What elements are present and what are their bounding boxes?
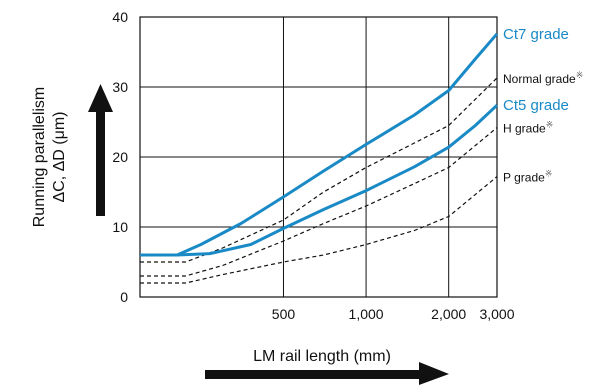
y-tick-label-2: 20 [112, 149, 128, 165]
series-line-h-grade [140, 127, 498, 277]
series-line-normal-grade [140, 77, 498, 263]
x-tick-label-3: 3,000 [479, 306, 514, 322]
y-tick-label-3: 30 [112, 79, 128, 95]
y-tick-label-1: 10 [112, 219, 128, 235]
x-tick-labels: 500 1,000 2,000 3,000 [272, 306, 515, 322]
series-label-ct7-grade: Ct7 grade [503, 26, 569, 43]
y-tick-label-4: 40 [112, 9, 128, 25]
x-tick-label-2: 2,000 [431, 306, 466, 322]
x-tick-label-1: 1,000 [349, 306, 384, 322]
series-label-ct5-grade: Ct5 grade [503, 97, 569, 114]
series-line-ct5-grade [140, 104, 499, 257]
x-axis-arrow-icon [205, 362, 449, 385]
x-tick-label-0: 500 [272, 306, 296, 322]
y-axis-title-line1: Running parallelism [31, 87, 48, 228]
series-label-p-grade: P grade※ [503, 169, 552, 185]
x-axis-title: LM rail length (mm) [253, 348, 391, 365]
series-layer [140, 32, 499, 284]
grid-lines [140, 17, 497, 297]
series-label-note-p-grade: ※ [545, 169, 553, 179]
series-label-note-h-grade: ※ [546, 120, 554, 130]
series-labels: Ct7 grade Normal grade※ Ct5 grade H grade※ P… [503, 26, 583, 185]
series-line-p-grade [140, 176, 498, 284]
y-tick-labels: 0 10 20 30 40 [112, 9, 128, 305]
plot-frame [139, 16, 498, 298]
series-label-h-grade: H grade※ [503, 120, 553, 136]
y-tick-label-0: 0 [120, 289, 128, 305]
series-line-ct7-grade [140, 32, 499, 257]
series-label-normal-grade: Normal grade※ [503, 70, 583, 86]
y-axis-title-line2: ΔC, ΔD (μm) [51, 111, 68, 202]
y-axis-arrow-icon [88, 84, 113, 216]
series-label-note-normal-grade: ※ [576, 70, 584, 80]
